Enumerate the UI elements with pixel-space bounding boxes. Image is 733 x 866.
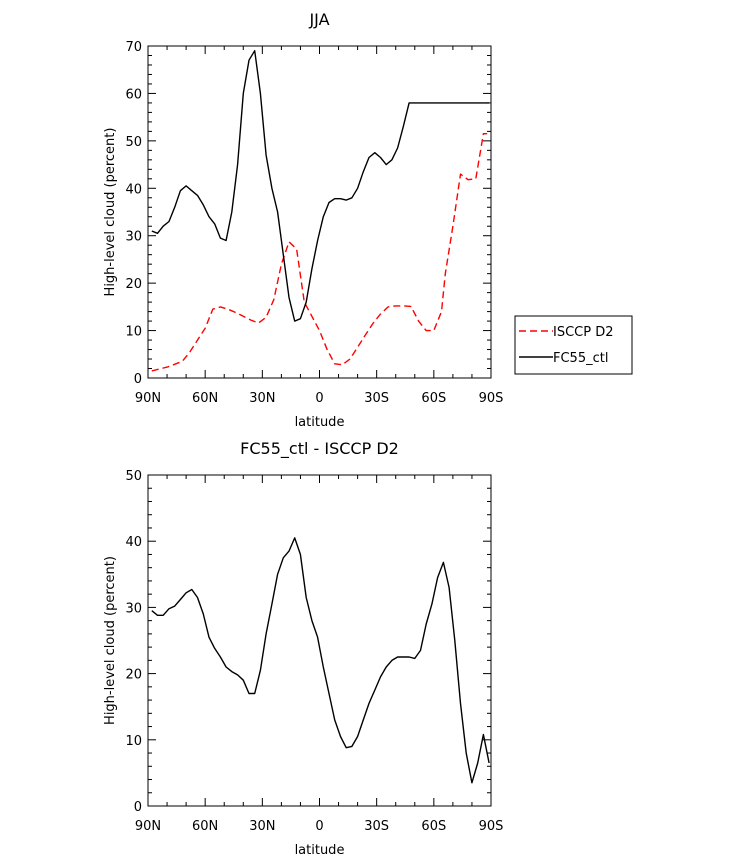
y-tick-label: 10 (125, 325, 142, 340)
plot-frame (147, 45, 492, 379)
y-tick-label: 60 (125, 87, 142, 102)
series-line-fc55-ctl (151, 50, 490, 322)
x-tick-label: 90S (479, 391, 504, 406)
x-tick-label: 60N (192, 391, 218, 406)
y-tick-label: 40 (125, 182, 142, 197)
x-tick-label: 60S (421, 819, 446, 834)
y-tick-label: 0 (134, 800, 142, 815)
y-tick-label: 20 (125, 277, 142, 292)
x-tick-label: 90N (135, 391, 161, 406)
chart-panel-1: JJA 90N 60N 30N 0 30S 60S 90S 0 10 20 30 40 50 60 70 lat… (103, 10, 633, 430)
legend: ISCCP D2 FC55_ctl (514, 315, 633, 375)
chart-title: FC55_ctl - ISCCP D2 (240, 439, 399, 459)
x-tick-label: 0 (315, 391, 323, 406)
y-axis-label: High-level cloud (percent) (103, 556, 118, 725)
y-tick-label: 30 (125, 230, 142, 245)
series-line-1 (151, 537, 490, 784)
y-tick-label: 50 (125, 469, 142, 484)
x-tick-label: 30N (249, 819, 275, 834)
y-axis-label: High-level cloud (percent) (103, 128, 118, 297)
y-tick-label: 40 (125, 535, 142, 550)
x-tick-label: 90S (479, 819, 504, 834)
x-tick-label: 30N (249, 391, 275, 406)
x-tick-label: 60S (421, 391, 446, 406)
x-tick-label: 60N (192, 819, 218, 834)
y-tick-label: 0 (134, 372, 142, 387)
legend-label: FC55_ctl (553, 351, 608, 366)
x-axis-label: latitude (295, 415, 345, 430)
x-tick-label: 30S (364, 819, 389, 834)
y-tick-label: 20 (125, 668, 142, 683)
series-line-isccp-d2 (151, 132, 488, 372)
y-tick-label: 30 (125, 601, 142, 616)
y-tick-label: 10 (125, 734, 142, 749)
x-tick-label: 0 (315, 819, 323, 834)
legend-label: ISCCP D2 (553, 325, 614, 340)
plot-frame (147, 474, 492, 807)
x-axis-label: latitude (295, 843, 345, 858)
y-tick-label: 70 (125, 40, 142, 55)
x-tick-label: 30S (364, 391, 389, 406)
legend-box (514, 315, 633, 375)
y-tick-label: 50 (125, 135, 142, 150)
chart-title: JJA (308, 10, 329, 29)
x-tick-label: 90N (135, 819, 161, 834)
chart-panel-2: FC55_ctl - ISCCP D2 90N 60N 30N 0 30S 60S 90S 0 1… (103, 439, 503, 858)
